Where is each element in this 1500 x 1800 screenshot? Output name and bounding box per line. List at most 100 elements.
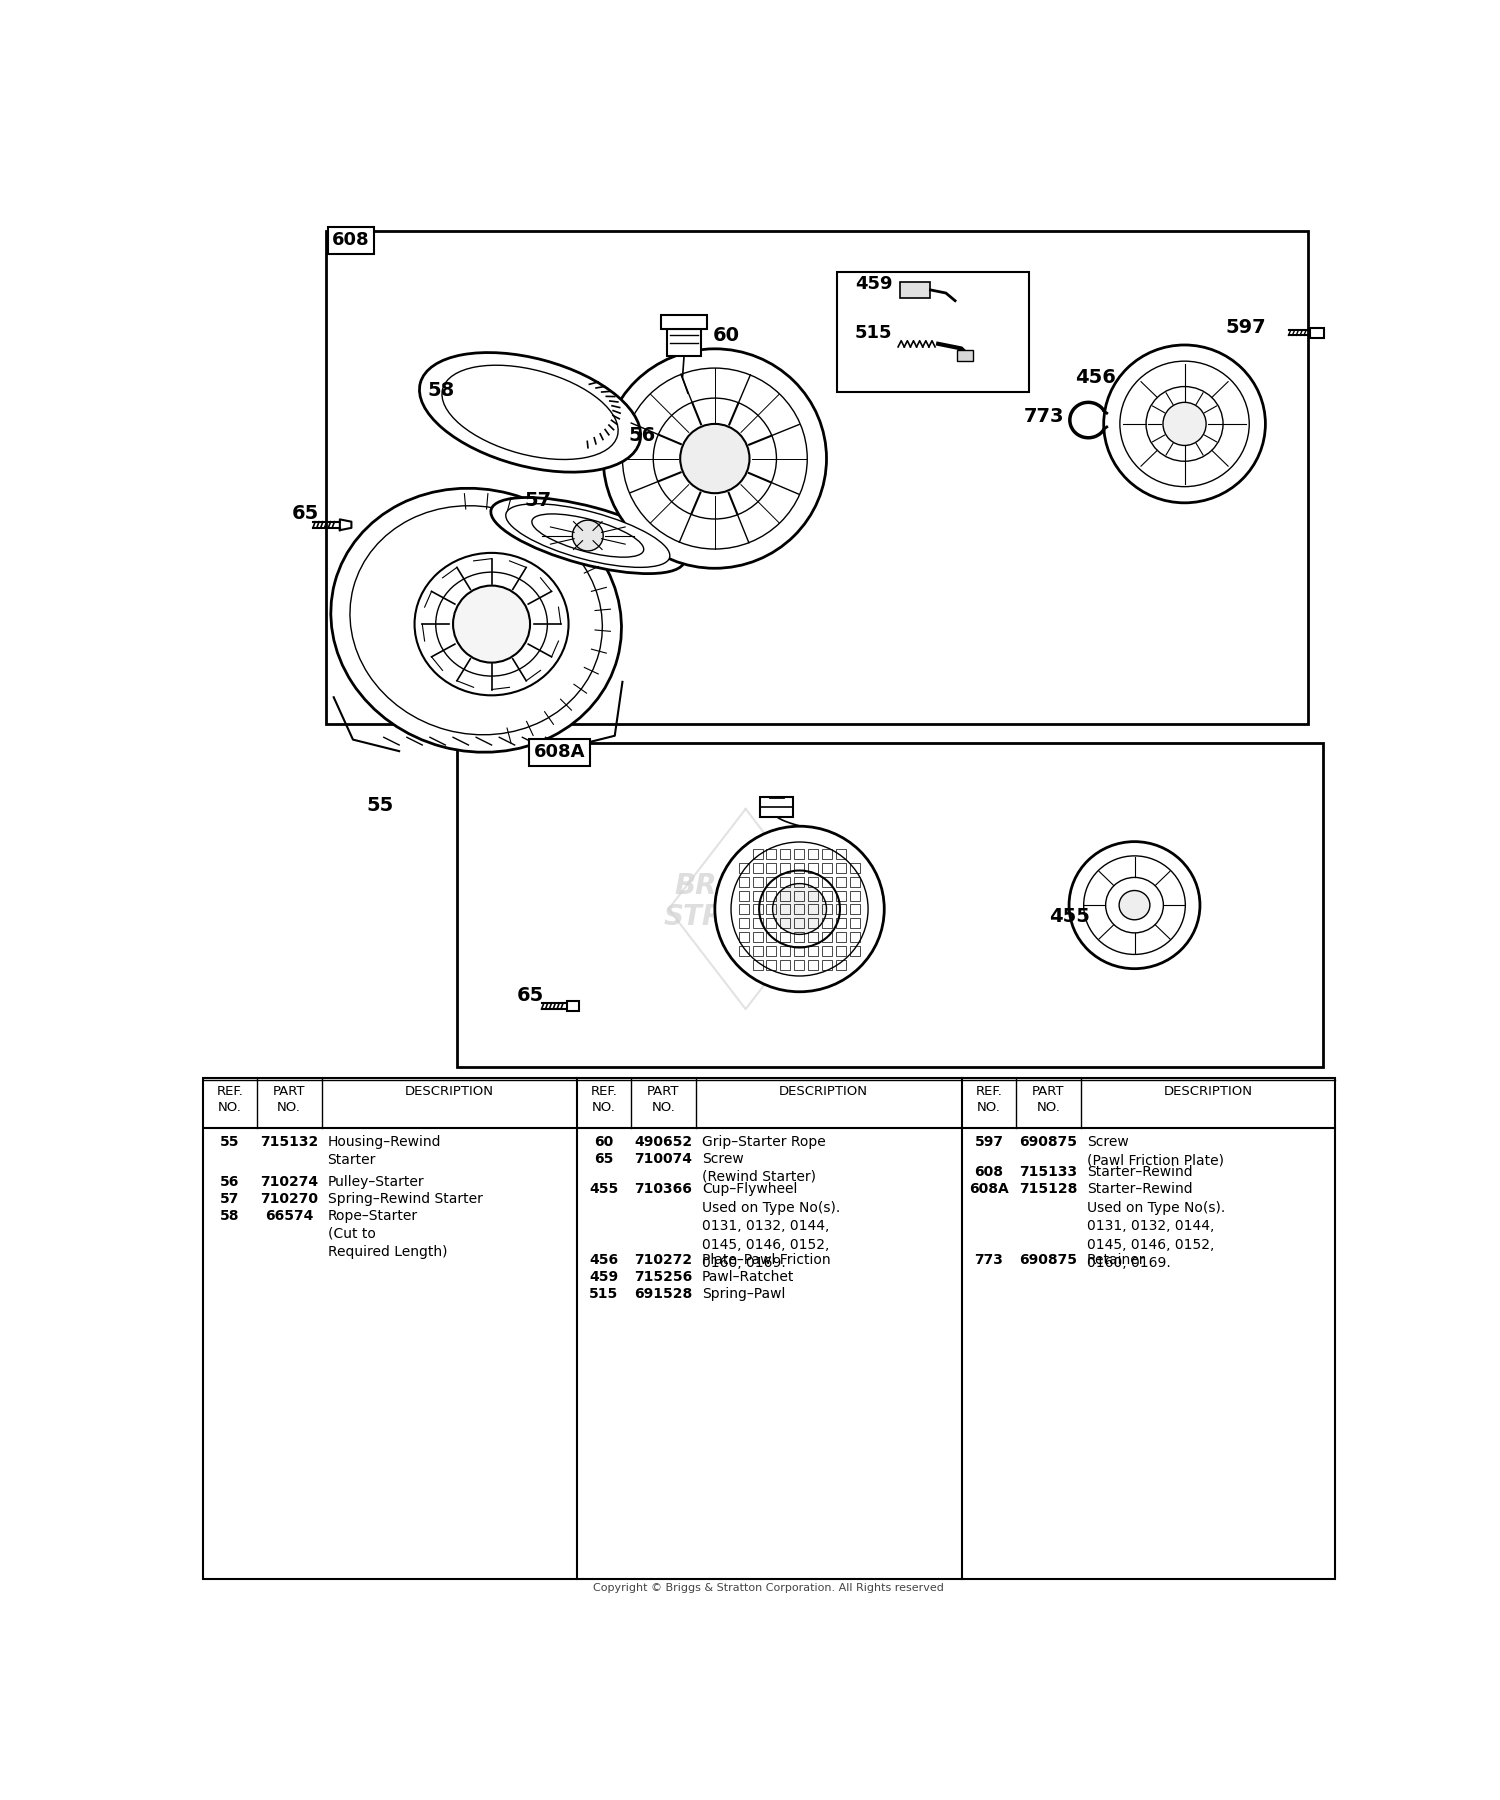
Text: 60: 60 bbox=[594, 1134, 613, 1148]
Text: Plate–Pawl Friction: Plate–Pawl Friction bbox=[702, 1253, 831, 1267]
Bar bbox=[567, 1001, 579, 1012]
Text: PART
NO.: PART NO. bbox=[273, 1085, 306, 1114]
Ellipse shape bbox=[1083, 855, 1185, 954]
Bar bbox=[738, 918, 748, 929]
Bar bbox=[766, 904, 777, 914]
Text: 66574: 66574 bbox=[266, 1208, 314, 1222]
Bar bbox=[780, 918, 790, 929]
Bar bbox=[822, 877, 833, 887]
Bar bbox=[458, 743, 1323, 1067]
Ellipse shape bbox=[490, 497, 686, 574]
Bar bbox=[836, 877, 846, 887]
Bar bbox=[808, 850, 818, 859]
Bar bbox=[808, 932, 818, 941]
Bar bbox=[753, 932, 762, 941]
Text: 58: 58 bbox=[220, 1208, 240, 1222]
Bar bbox=[808, 904, 818, 914]
Ellipse shape bbox=[603, 349, 826, 569]
Bar bbox=[662, 315, 706, 329]
Text: Rope–Starter
(Cut to
Required Length): Rope–Starter (Cut to Required Length) bbox=[327, 1208, 447, 1260]
Bar bbox=[738, 891, 748, 900]
Bar bbox=[766, 918, 777, 929]
Bar bbox=[766, 959, 777, 970]
Text: 57: 57 bbox=[220, 1192, 240, 1206]
Bar bbox=[766, 850, 777, 859]
Bar bbox=[808, 862, 818, 873]
Text: PART
NO.: PART NO. bbox=[646, 1085, 680, 1114]
Text: 608: 608 bbox=[975, 1165, 1004, 1179]
Text: Starter–Rewind: Starter–Rewind bbox=[1088, 1165, 1192, 1179]
Text: Retainer: Retainer bbox=[1088, 1253, 1146, 1267]
Bar bbox=[836, 918, 846, 929]
Ellipse shape bbox=[420, 353, 640, 472]
Bar bbox=[753, 891, 762, 900]
Bar bbox=[836, 959, 846, 970]
Bar bbox=[780, 891, 790, 900]
Text: 597: 597 bbox=[975, 1134, 1004, 1148]
Text: 608A: 608A bbox=[969, 1183, 1010, 1197]
Bar bbox=[780, 932, 790, 941]
Bar bbox=[836, 904, 846, 914]
Ellipse shape bbox=[759, 871, 840, 947]
Ellipse shape bbox=[414, 553, 568, 695]
Bar bbox=[822, 891, 833, 900]
Bar bbox=[808, 947, 818, 956]
Text: 56: 56 bbox=[628, 427, 656, 445]
Bar bbox=[808, 959, 818, 970]
Bar bbox=[849, 932, 859, 941]
Text: 715128: 715128 bbox=[1019, 1183, 1077, 1197]
Bar bbox=[822, 904, 833, 914]
Bar bbox=[753, 947, 762, 956]
Ellipse shape bbox=[350, 506, 603, 734]
Bar bbox=[900, 283, 930, 297]
Bar bbox=[668, 329, 700, 356]
Ellipse shape bbox=[730, 842, 868, 976]
Text: 490652: 490652 bbox=[634, 1134, 693, 1148]
Bar bbox=[794, 947, 804, 956]
Text: 57: 57 bbox=[524, 491, 552, 511]
Ellipse shape bbox=[772, 884, 826, 934]
Bar bbox=[822, 932, 833, 941]
Text: DESCRIPTION: DESCRIPTION bbox=[778, 1085, 868, 1098]
Bar bbox=[849, 877, 859, 887]
Text: DESCRIPTION: DESCRIPTION bbox=[405, 1085, 494, 1098]
Text: 515: 515 bbox=[590, 1287, 618, 1301]
Text: Spring–Pawl: Spring–Pawl bbox=[702, 1287, 784, 1301]
Bar bbox=[780, 947, 790, 956]
Ellipse shape bbox=[1119, 891, 1150, 920]
Polygon shape bbox=[340, 520, 351, 531]
Bar bbox=[780, 904, 790, 914]
Text: 55: 55 bbox=[220, 1134, 240, 1148]
Ellipse shape bbox=[1120, 362, 1250, 486]
Bar bbox=[766, 862, 777, 873]
Ellipse shape bbox=[1104, 346, 1266, 502]
Bar bbox=[738, 904, 748, 914]
Text: Housing–Rewind
Starter: Housing–Rewind Starter bbox=[327, 1134, 441, 1166]
Bar bbox=[753, 877, 762, 887]
Text: 55: 55 bbox=[366, 796, 393, 815]
Ellipse shape bbox=[654, 398, 777, 518]
Bar bbox=[753, 918, 762, 929]
Text: REF.
NO.: REF. NO. bbox=[216, 1085, 243, 1114]
Text: Cup–Flywheel
Used on Type No(s).
0131, 0132, 0144,
0145, 0146, 0152,
0160, 0169.: Cup–Flywheel Used on Type No(s). 0131, 0… bbox=[702, 1183, 840, 1271]
Bar bbox=[326, 232, 1308, 724]
Bar bbox=[849, 947, 859, 956]
Bar bbox=[822, 947, 833, 956]
Text: BRIGGS&: BRIGGS& bbox=[675, 871, 818, 900]
Text: 773: 773 bbox=[1024, 407, 1065, 427]
Text: 608A: 608A bbox=[534, 743, 585, 761]
Text: 56: 56 bbox=[220, 1175, 240, 1188]
Bar bbox=[766, 932, 777, 941]
Text: REF.
NO.: REF. NO. bbox=[975, 1085, 1002, 1114]
Text: Pulley–Starter: Pulley–Starter bbox=[327, 1175, 424, 1188]
Circle shape bbox=[680, 423, 750, 493]
Bar bbox=[794, 918, 804, 929]
Ellipse shape bbox=[1070, 842, 1200, 968]
Text: Starter–Rewind
Used on Type No(s).
0131, 0132, 0144,
0145, 0146, 0152,
0160, 016: Starter–Rewind Used on Type No(s). 0131,… bbox=[1088, 1183, 1226, 1271]
Text: 65: 65 bbox=[594, 1152, 613, 1166]
Bar bbox=[836, 947, 846, 956]
Ellipse shape bbox=[716, 826, 885, 992]
Text: 691528: 691528 bbox=[634, 1287, 693, 1301]
Bar bbox=[794, 932, 804, 941]
Bar bbox=[794, 904, 804, 914]
